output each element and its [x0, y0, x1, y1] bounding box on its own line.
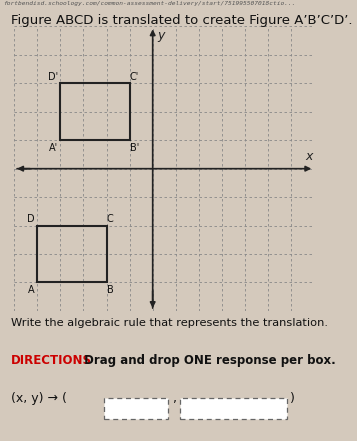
Text: ): ): [290, 392, 295, 404]
Text: DIRECTIONS: DIRECTIONS: [11, 354, 92, 366]
FancyBboxPatch shape: [180, 398, 287, 419]
Bar: [37, 225, 106, 282]
Text: D: D: [27, 214, 35, 224]
Text: B: B: [106, 285, 113, 295]
Text: A: A: [29, 285, 35, 295]
Text: ,: ,: [173, 392, 177, 404]
Text: Figure ABCD is translated to create Figure A’B’C’D’.: Figure ABCD is translated to create Figu…: [11, 14, 352, 27]
Bar: [60, 83, 130, 140]
Text: x: x: [306, 150, 313, 163]
Text: Drag and drop ONE response per box.: Drag and drop ONE response per box.: [80, 354, 336, 366]
FancyBboxPatch shape: [104, 398, 168, 419]
Text: Write the algebraic rule that represents the translation.: Write the algebraic rule that represents…: [11, 318, 328, 329]
Text: D': D': [48, 72, 58, 82]
Text: C': C': [130, 72, 139, 82]
Text: y: y: [157, 29, 165, 42]
Text: fortbendisd.schoology.com/common-assessment-delivery/start/751995507018ctio...: fortbendisd.schoology.com/common-assessm…: [4, 1, 296, 6]
Text: A': A': [49, 143, 58, 153]
Text: B': B': [130, 143, 139, 153]
Text: C: C: [106, 214, 113, 224]
Text: (x, y) → (: (x, y) → (: [11, 392, 67, 404]
